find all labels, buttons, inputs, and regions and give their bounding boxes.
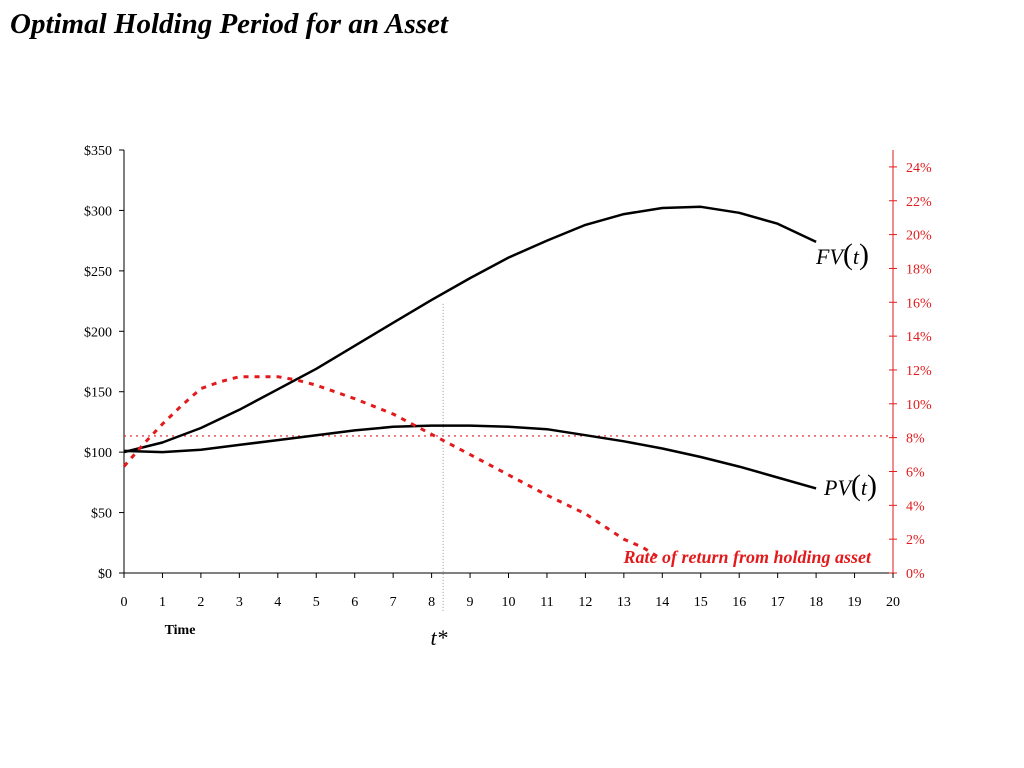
left-tick-label: $0 <box>98 567 112 582</box>
chart-axes <box>123 150 894 574</box>
left-tick-label: $300 <box>84 204 112 219</box>
right-tick-label: 14% <box>906 330 932 345</box>
right-tick-label: 22% <box>906 195 932 210</box>
x-tick-label: 4 <box>274 595 281 610</box>
x-tick-label: 13 <box>617 595 631 610</box>
right-tick-label: 24% <box>906 161 932 176</box>
right-tick-label: 2% <box>906 533 925 548</box>
left-tick-label: $100 <box>84 446 112 461</box>
right-tick-label: 10% <box>906 398 932 413</box>
x-tick-label: 2 <box>197 595 204 610</box>
x-tick-label: 8 <box>428 595 435 610</box>
x-tick-label: 6 <box>351 595 358 610</box>
x-axis-label: Time <box>165 623 196 638</box>
page-title: Optimal Holding Period for an Asset <box>10 8 448 40</box>
x-tick-label: 18 <box>809 595 823 610</box>
x-tick-label: 5 <box>313 595 320 610</box>
right-tick-label: 16% <box>906 296 932 311</box>
x-axis-ticks: 0 1 2 3 4 5 6 7 8 9 10 11 12 13 14 15 16 17 18 19 20 <box>121 573 900 610</box>
left-tick-label: $250 <box>84 265 112 280</box>
rate-series-line <box>122 375 664 561</box>
right-tick-label: 6% <box>906 465 925 480</box>
right-tick-label: 8% <box>906 432 925 447</box>
pv-series-line <box>123 424 817 490</box>
x-tick-label: 0 <box>121 595 128 610</box>
x-tick-label: 15 <box>694 595 708 610</box>
x-tick-label: 12 <box>578 595 592 610</box>
x-tick-label: 19 <box>848 595 862 610</box>
left-tick-label: $200 <box>84 325 112 340</box>
left-tick-label: $50 <box>91 507 112 522</box>
x-tick-label: 7 <box>390 595 397 610</box>
x-tick-label: 11 <box>540 595 553 610</box>
right-axis-ticks: 0% 2% 4% 6% 8% 10% 12% 14% 16% 18% 20% 22% 24% <box>889 161 932 582</box>
left-tick-label: $150 <box>84 386 112 401</box>
fv-series-line <box>123 205 817 454</box>
right-tick-label: 0% <box>906 567 925 582</box>
left-tick-label: $350 <box>84 144 112 159</box>
series-lines <box>122 205 817 561</box>
x-tick-label: 9 <box>467 595 474 610</box>
right-tick-label: 4% <box>906 499 925 514</box>
fv-curve-label: FV(t) <box>815 238 869 271</box>
left-axis-ticks: $0 $50 $100 $150 $200 $250 $300 $350 <box>84 144 124 582</box>
x-tick-label: 14 <box>655 595 669 610</box>
right-tick-label: 20% <box>906 229 932 244</box>
right-tick-label: 18% <box>906 262 932 277</box>
x-tick-label: 1 <box>159 595 166 610</box>
rate-of-return-label: Rate of return from holding asset <box>622 547 872 567</box>
x-tick-label: 20 <box>886 595 900 610</box>
x-tick-label: 16 <box>732 595 746 610</box>
reference-lines <box>124 303 893 611</box>
x-tick-label: 3 <box>236 595 243 610</box>
pv-curve-label: PV(t) <box>823 469 877 502</box>
x-tick-label: 10 <box>502 595 516 610</box>
x-tick-label: 17 <box>771 595 785 610</box>
t-star-label: t* <box>430 625 447 650</box>
right-tick-label: 12% <box>906 364 932 379</box>
